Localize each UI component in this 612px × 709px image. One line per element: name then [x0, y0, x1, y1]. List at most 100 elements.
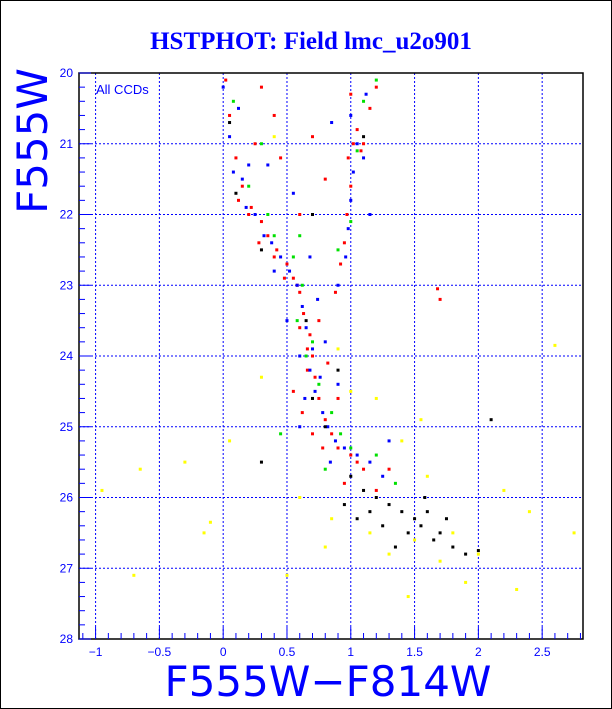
data-point-red	[326, 361, 330, 365]
data-point-red	[362, 142, 366, 146]
x-tick-label: 1.5	[406, 645, 423, 659]
data-points	[100, 78, 576, 599]
data-point-blue	[298, 354, 302, 358]
data-point-red	[291, 389, 295, 393]
data-point-blue	[355, 142, 359, 146]
data-point-green	[393, 481, 397, 485]
data-point-red	[355, 128, 359, 132]
data-point-black	[228, 121, 232, 125]
grid-lines	[79, 73, 583, 639]
data-point-yellow	[298, 496, 302, 499]
data-point-black	[381, 524, 385, 528]
data-point-red	[308, 333, 312, 337]
data-point-yellow	[259, 375, 263, 379]
data-point-red	[351, 142, 355, 146]
data-point-blue	[300, 304, 304, 308]
data-point-blue	[336, 382, 340, 386]
data-point-red	[349, 92, 353, 96]
data-point-blue	[291, 191, 295, 195]
data-point-green	[231, 99, 235, 103]
data-point-red	[310, 354, 314, 358]
data-point-red	[362, 467, 366, 471]
data-point-yellow	[502, 488, 506, 492]
data-point-yellow	[202, 531, 206, 535]
data-point-blue	[333, 439, 337, 443]
data-point-red	[298, 326, 302, 330]
data-point-black	[423, 496, 427, 499]
data-point-yellow	[406, 595, 410, 599]
data-point-red	[266, 234, 270, 238]
data-point-red	[300, 411, 304, 415]
data-point-red	[339, 262, 343, 266]
data-point-blue	[253, 213, 257, 216]
data-point-black	[342, 503, 346, 507]
data-point-black	[419, 524, 423, 528]
data-point-red	[275, 248, 279, 252]
data-point-blue	[330, 121, 334, 125]
data-point-blue	[368, 460, 372, 464]
data-point-blue	[351, 170, 355, 174]
data-point-black	[400, 510, 404, 514]
data-point-black	[310, 213, 314, 216]
y-axis-label: F555W	[8, 68, 57, 214]
data-point-blue	[262, 234, 266, 238]
data-point-green	[298, 234, 302, 238]
data-point-green	[349, 220, 353, 224]
data-point-red	[330, 432, 334, 436]
data-point-blue	[308, 255, 312, 259]
data-point-yellow	[285, 573, 289, 577]
data-point-red	[323, 177, 327, 181]
data-point-yellow	[464, 580, 468, 584]
data-point-red	[374, 85, 378, 89]
data-point-black	[425, 510, 429, 514]
x-tick-label: 2	[475, 645, 482, 659]
data-point-blue	[368, 213, 372, 216]
data-point-red	[345, 213, 349, 216]
data-point-blue	[349, 198, 353, 202]
data-point-red	[317, 396, 321, 400]
data-point-red	[368, 106, 372, 110]
data-point-yellow	[336, 347, 340, 351]
data-point-green	[336, 248, 340, 252]
data-point-green	[279, 432, 283, 436]
data-point-blue	[270, 241, 274, 245]
data-point-red	[224, 78, 228, 82]
data-point-yellow	[400, 439, 404, 443]
data-point-black	[451, 545, 455, 549]
data-point-black	[464, 552, 468, 556]
data-point-black	[362, 135, 366, 139]
data-point-black	[489, 418, 493, 422]
data-point-red	[321, 446, 325, 450]
data-point-blue	[318, 375, 322, 379]
data-point-red	[342, 241, 346, 245]
data-point-red	[291, 276, 295, 280]
data-point-red	[387, 467, 391, 471]
data-point-red	[310, 135, 314, 139]
data-point-red	[374, 488, 378, 492]
data-point-green	[304, 354, 308, 358]
data-point-blue	[323, 340, 327, 344]
data-point-blue	[328, 460, 332, 464]
data-point-blue	[295, 283, 299, 287]
data-point-black	[259, 248, 263, 252]
data-point-yellow	[323, 545, 327, 549]
data-point-yellow	[413, 538, 417, 542]
data-point-red	[234, 156, 238, 160]
data-point-black	[259, 460, 263, 464]
data-point-green	[323, 467, 327, 471]
data-point-red	[240, 184, 244, 188]
data-point-yellow	[228, 439, 232, 443]
data-point-red	[298, 213, 302, 216]
data-point-blue	[336, 283, 340, 287]
data-point-green	[266, 213, 270, 216]
data-point-black	[432, 538, 436, 542]
data-point-green	[374, 453, 378, 457]
data-point-blue	[304, 326, 308, 330]
x-tick-label: 0	[220, 645, 227, 659]
data-point-blue	[240, 177, 244, 181]
data-point-red	[257, 241, 261, 245]
data-point-green	[295, 319, 299, 323]
data-point-black	[438, 531, 442, 535]
data-point-green	[362, 99, 366, 103]
data-point-green	[330, 411, 334, 415]
